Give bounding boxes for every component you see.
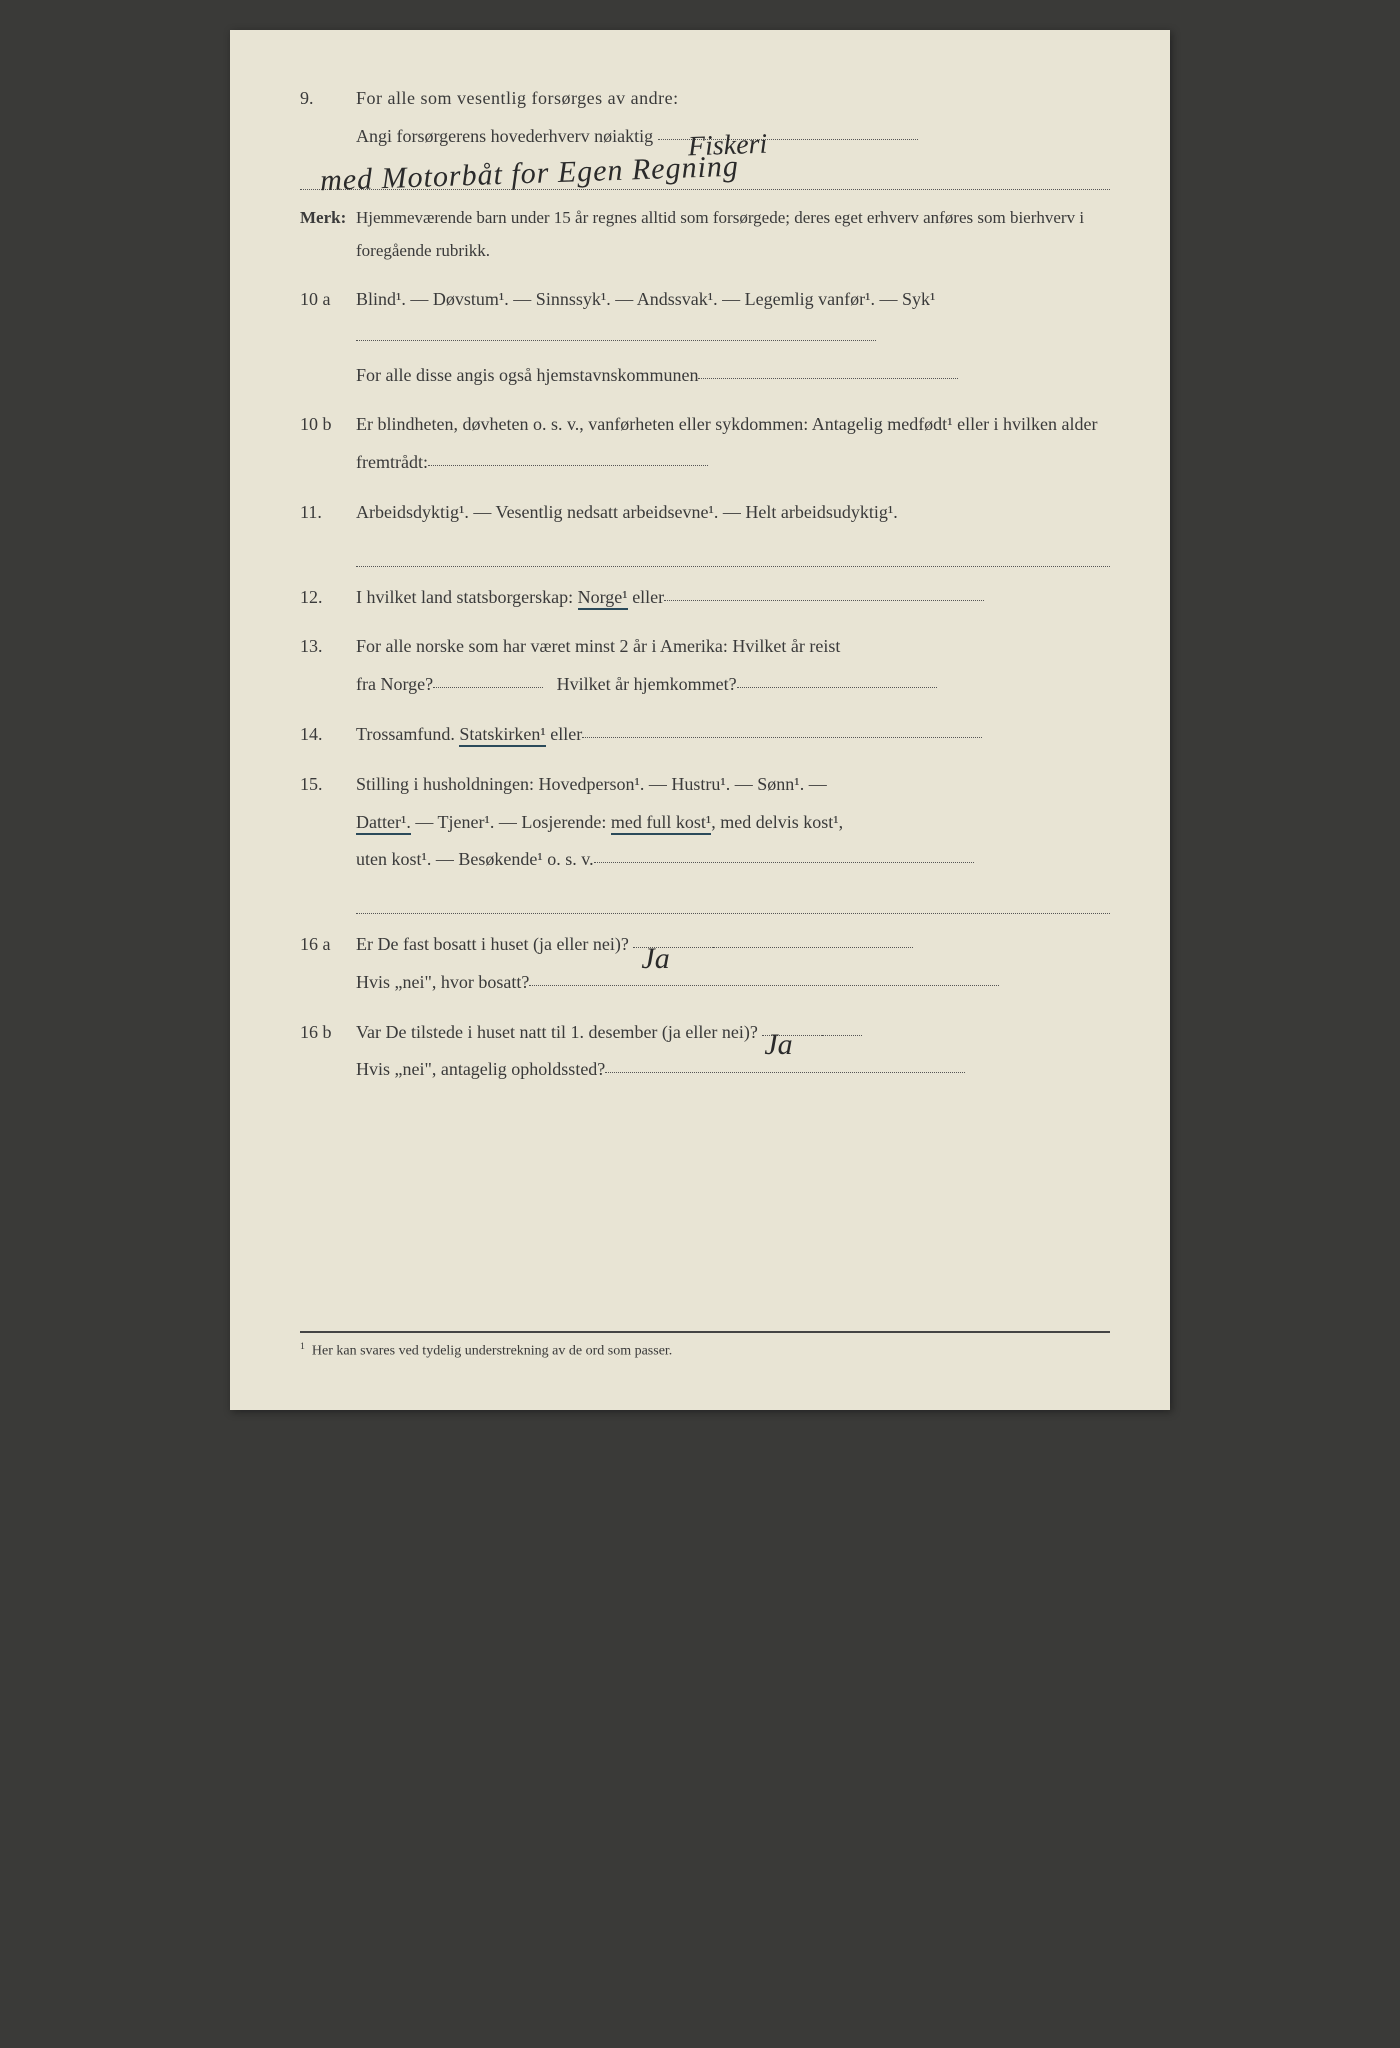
- question-14: 14. Trossamfund. Statskirken¹ eller: [300, 716, 1110, 754]
- q15-u2: med full kost¹: [611, 812, 711, 835]
- merk-note: Merk: Hjemmeværende barn under 15 år reg…: [300, 202, 1110, 267]
- q15-mid: — Tjener¹. — Losjerende:: [411, 812, 611, 832]
- merk-label: Merk:: [300, 202, 356, 267]
- question-12: 12. I hvilket land statsborgerskap: Norg…: [300, 579, 1110, 617]
- q16a-ans: Ja: [641, 927, 669, 990]
- q12-blank: [664, 600, 984, 601]
- q16b-line2-text: Hvis „nei", antagelig opholdssted?: [356, 1059, 605, 1079]
- q16b-blank2: [605, 1072, 965, 1073]
- q15-content: Stilling i husholdningen: Hovedperson¹. …: [356, 766, 1110, 914]
- q9-blank2: med Motorbåt for Egen Regning: [300, 162, 1110, 191]
- q15-blank2: [356, 885, 1110, 914]
- q14-post: eller: [546, 724, 582, 744]
- q16a-line2-text: Hvis „nei", hvor bosatt?: [356, 972, 529, 992]
- q15-line2: Datter¹. — Tjener¹. — Losjerende: med fu…: [356, 804, 1110, 842]
- q10a-content: Blind¹. — Døvstum¹. — Sinnssyk¹. — Andss…: [356, 281, 1110, 394]
- question-9: 9. For alle som vesentlig forsørges av a…: [300, 80, 1110, 190]
- q16b-line1: Var De tilstede i huset natt til 1. dese…: [356, 1014, 1110, 1052]
- q13-line1: For alle norske som har været minst 2 år…: [356, 628, 1110, 666]
- q9-content: For alle som vesentlig forsørges av andr…: [356, 80, 1110, 190]
- q16a-line1: Er De fast bosatt i huset (ja eller nei)…: [356, 926, 1110, 964]
- q10a-line2: For alle disse angis også hjemstavnskomm…: [356, 357, 1110, 395]
- q11-content: Arbeidsdyktig¹. — Vesentlig nedsatt arbe…: [356, 494, 1110, 567]
- q12-content: I hvilket land statsborgerskap: Norge¹ e…: [356, 579, 1110, 617]
- question-15: 15. Stilling i husholdningen: Hovedperso…: [300, 766, 1110, 914]
- q16b-blank-ext: [822, 1035, 862, 1036]
- q10b-content: Er blindheten, døvheten o. s. v., vanfør…: [356, 406, 1110, 482]
- q13-blank1: [433, 687, 543, 688]
- q11-text: Arbeidsdyktig¹. — Vesentlig nedsatt arbe…: [356, 494, 1110, 532]
- q16a-q: Er De fast bosatt i huset (ja eller nei)…: [356, 934, 629, 954]
- q15-blank1: [594, 862, 974, 863]
- q10a-number: 10 a: [300, 281, 356, 394]
- question-10b: 10 b Er blindheten, døvheten o. s. v., v…: [300, 406, 1110, 482]
- merk-text: Hjemmeværende barn under 15 år regnes al…: [356, 202, 1110, 267]
- q16b-line2: Hvis „nei", antagelig opholdssted?: [356, 1051, 1110, 1089]
- question-13: 13. For alle norske som har været minst …: [300, 628, 1110, 704]
- q15-line1: Stilling i husholdningen: Hovedperson¹. …: [356, 766, 1110, 804]
- q13-content: For alle norske som har været minst 2 år…: [356, 628, 1110, 704]
- q12-pre: I hvilket land statsborgerskap:: [356, 587, 578, 607]
- q16a-ans-blank: Ja: [633, 947, 713, 948]
- q10a-blank1: [356, 340, 876, 341]
- q14-blank: [582, 737, 982, 738]
- footnote: 1 Her kan svares ved tydelig understrekn…: [300, 1331, 1110, 1360]
- q14-underlined: Statskirken¹: [459, 724, 545, 747]
- q13-blank2: [737, 687, 937, 688]
- q14-content: Trossamfund. Statskirken¹ eller: [356, 716, 1110, 754]
- q16a-blank-ext: [713, 947, 913, 948]
- question-16b: 16 b Var De tilstede i huset natt til 1.…: [300, 1014, 1110, 1090]
- q15-textc: uten kost¹. — Besøkende¹ o. s. v.: [356, 849, 594, 869]
- q10b-text: Er blindheten, døvheten o. s. v., vanfør…: [356, 414, 1098, 472]
- q12-post: eller: [628, 587, 664, 607]
- census-form-page: 9. For alle som vesentlig forsørges av a…: [230, 30, 1170, 1410]
- q16a-line2: Hvis „nei", hvor bosatt?: [356, 964, 1110, 1002]
- q15-u1: Datter¹.: [356, 812, 411, 835]
- footnote-inner: 1 Her kan svares ved tydelig understrekn…: [300, 1341, 754, 1360]
- q16a-number: 16 a: [300, 926, 356, 1002]
- q10a-opts-text: Blind¹. — Døvstum¹. — Sinnssyk¹. — Andss…: [356, 289, 935, 309]
- q16b-number: 16 b: [300, 1014, 356, 1090]
- q10b-blank: [428, 465, 708, 466]
- q11-number: 11.: [300, 494, 356, 567]
- q15-number: 15.: [300, 766, 356, 914]
- question-11: 11. Arbeidsdyktig¹. — Vesentlig nedsatt …: [300, 494, 1110, 567]
- q16a-blank2: [529, 985, 999, 986]
- q12-number: 12.: [300, 579, 356, 617]
- q14-number: 14.: [300, 716, 356, 754]
- q15-line3: uten kost¹. — Besøkende¹ o. s. v.: [356, 841, 1110, 879]
- q16b-content: Var De tilstede i huset natt til 1. dese…: [356, 1014, 1110, 1090]
- q12-underlined: Norge¹: [578, 587, 628, 610]
- q11-blank: [356, 538, 1110, 567]
- q16b-q: Var De tilstede i huset natt til 1. dese…: [356, 1022, 758, 1042]
- q13-line2: fra Norge? Hvilket år hjemkommet?: [356, 666, 1110, 704]
- q10a-opts: Blind¹. — Døvstum¹. — Sinnssyk¹. — Andss…: [356, 281, 1110, 357]
- q16b-ans-blank: Ja: [762, 1035, 822, 1036]
- q13-line2b: Hvilket år hjemkommet?: [557, 674, 737, 694]
- footnote-marker: 1: [300, 1341, 305, 1352]
- q10a-line2-text: For alle disse angis også hjemstavnskomm…: [356, 365, 698, 385]
- question-10a: 10 a Blind¹. — Døvstum¹. — Sinnssyk¹. — …: [300, 281, 1110, 394]
- question-16a: 16 a Er De fast bosatt i huset (ja eller…: [300, 926, 1110, 1002]
- q13-line2a: fra Norge?: [356, 674, 433, 694]
- q10b-number: 10 b: [300, 406, 356, 482]
- q15-textb: , med delvis kost¹,: [711, 812, 843, 832]
- q14-pre: Trossamfund.: [356, 724, 459, 744]
- q10a-blank2: [698, 378, 958, 379]
- footnote-text: Her kan svares ved tydelig understreknin…: [312, 1344, 672, 1359]
- q16b-ans: Ja: [764, 1013, 792, 1076]
- q13-number: 13.: [300, 628, 356, 704]
- q9-line1: For alle som vesentlig forsørges av andr…: [356, 80, 1110, 118]
- q16a-content: Er De fast bosatt i huset (ja eller nei)…: [356, 926, 1110, 1002]
